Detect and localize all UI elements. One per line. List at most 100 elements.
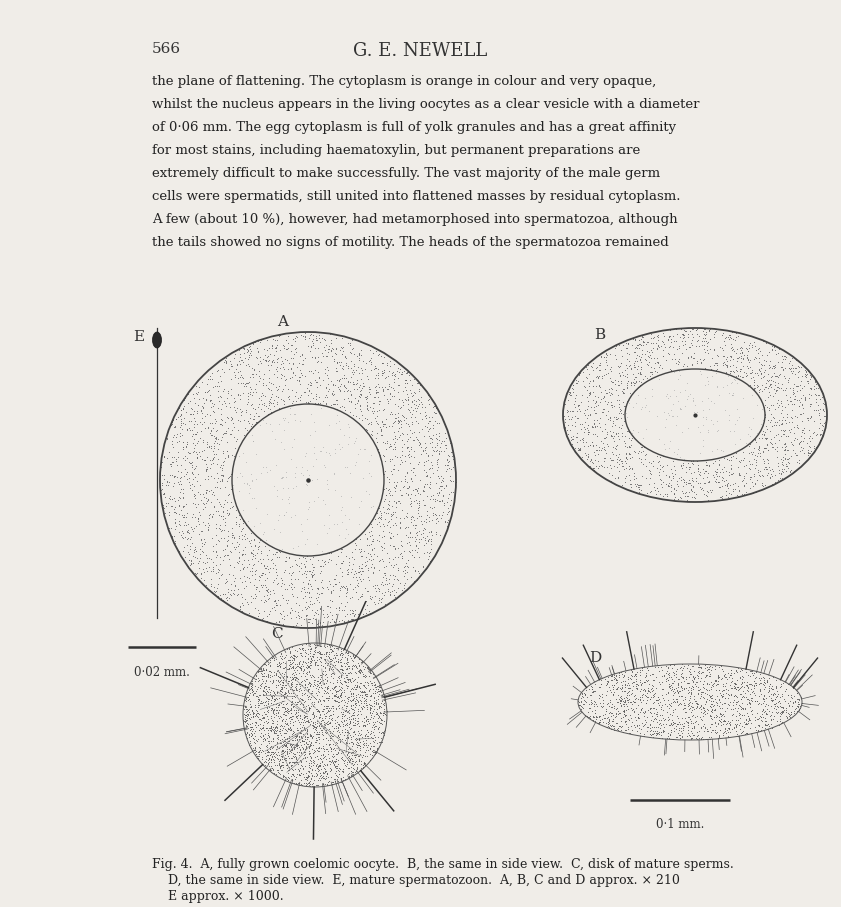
Point <box>234 370 247 385</box>
Point <box>356 428 369 443</box>
Point <box>623 477 637 492</box>
Point <box>310 500 324 514</box>
Point <box>279 757 293 772</box>
Point <box>370 506 383 521</box>
Point <box>690 487 703 502</box>
Point <box>727 689 740 704</box>
Point <box>311 441 325 455</box>
Point <box>184 520 198 534</box>
Point <box>284 695 298 709</box>
Point <box>647 730 660 745</box>
Point <box>714 707 727 721</box>
Point <box>295 692 309 707</box>
Point <box>283 756 297 770</box>
Point <box>286 726 299 740</box>
Point <box>730 682 743 697</box>
Point <box>289 738 303 753</box>
Point <box>737 359 750 374</box>
Point <box>400 571 414 586</box>
Point <box>721 453 734 467</box>
Point <box>326 376 340 391</box>
Point <box>293 488 306 502</box>
Point <box>314 769 327 784</box>
Point <box>283 645 297 659</box>
Point <box>300 523 314 538</box>
Point <box>746 479 759 493</box>
Point <box>351 426 364 441</box>
Point <box>236 370 250 385</box>
Point <box>598 707 611 722</box>
Point <box>263 748 277 763</box>
Point <box>315 668 328 682</box>
Point <box>251 690 265 705</box>
Point <box>266 575 279 590</box>
Point <box>610 438 623 453</box>
Point <box>682 493 696 508</box>
Point <box>253 712 267 727</box>
Point <box>358 680 372 695</box>
Point <box>642 683 655 697</box>
Point <box>303 665 316 679</box>
Point <box>447 485 460 500</box>
Point <box>708 385 722 399</box>
Point <box>188 566 202 580</box>
Point <box>630 415 643 430</box>
Point <box>690 454 703 468</box>
Point <box>669 376 682 391</box>
Point <box>286 656 299 670</box>
Point <box>593 443 606 457</box>
Point <box>242 416 256 431</box>
Point <box>765 419 779 434</box>
Point <box>693 660 706 675</box>
Point <box>684 685 697 699</box>
Point <box>344 715 357 729</box>
Point <box>372 390 385 405</box>
Point <box>410 572 423 587</box>
Point <box>700 683 713 697</box>
Point <box>362 572 376 587</box>
Point <box>249 707 262 721</box>
Point <box>240 595 253 610</box>
Point <box>402 446 415 461</box>
Point <box>276 481 289 495</box>
Point <box>424 524 437 539</box>
Point <box>249 539 262 553</box>
Point <box>355 561 368 576</box>
Point <box>628 477 642 492</box>
Point <box>677 435 690 450</box>
Point <box>743 470 757 484</box>
Point <box>317 555 331 570</box>
Point <box>373 511 386 525</box>
Point <box>316 524 330 539</box>
Point <box>335 662 348 677</box>
Point <box>429 414 442 428</box>
Point <box>798 393 812 407</box>
Point <box>208 480 221 494</box>
Point <box>705 723 718 737</box>
Point <box>202 512 215 526</box>
Point <box>160 432 173 446</box>
Point <box>326 534 340 549</box>
Point <box>316 693 330 707</box>
Point <box>761 367 775 382</box>
Point <box>329 760 342 775</box>
Point <box>791 419 804 434</box>
Point <box>356 363 369 377</box>
Point <box>301 704 315 718</box>
Point <box>309 590 323 605</box>
Point <box>633 365 647 379</box>
Point <box>336 665 349 679</box>
Point <box>352 658 366 672</box>
Point <box>633 693 647 707</box>
Point <box>629 345 643 359</box>
Point <box>320 731 333 746</box>
Point <box>584 358 598 373</box>
Point <box>204 580 218 594</box>
Point <box>627 410 640 424</box>
Point <box>257 589 271 603</box>
Point <box>647 724 660 738</box>
Point <box>380 470 394 484</box>
Point <box>670 473 684 488</box>
Point <box>710 677 723 691</box>
Point <box>309 491 322 505</box>
